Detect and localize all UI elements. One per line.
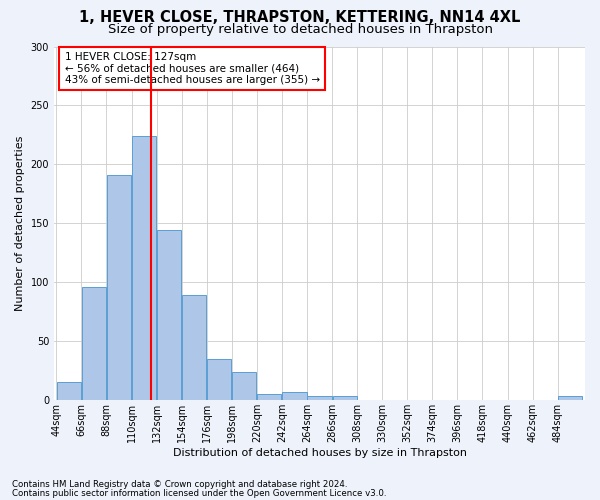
X-axis label: Distribution of detached houses by size in Thrapston: Distribution of detached houses by size … bbox=[173, 448, 467, 458]
Bar bbox=[257, 394, 281, 400]
Text: Contains public sector information licensed under the Open Government Licence v3: Contains public sector information licen… bbox=[12, 488, 386, 498]
Bar bbox=[157, 230, 181, 400]
Bar bbox=[332, 396, 356, 400]
Text: 1 HEVER CLOSE: 127sqm
← 56% of detached houses are smaller (464)
43% of semi-det: 1 HEVER CLOSE: 127sqm ← 56% of detached … bbox=[65, 52, 320, 85]
Bar bbox=[283, 392, 307, 400]
Bar bbox=[307, 396, 332, 400]
Bar bbox=[182, 295, 206, 400]
Bar bbox=[132, 136, 156, 400]
Text: 1, HEVER CLOSE, THRAPSTON, KETTERING, NN14 4XL: 1, HEVER CLOSE, THRAPSTON, KETTERING, NN… bbox=[79, 10, 521, 25]
Text: Contains HM Land Registry data © Crown copyright and database right 2024.: Contains HM Land Registry data © Crown c… bbox=[12, 480, 347, 489]
Bar bbox=[207, 358, 232, 400]
Bar bbox=[232, 372, 256, 400]
Bar bbox=[558, 396, 582, 400]
Bar bbox=[82, 286, 106, 400]
Bar bbox=[57, 382, 81, 400]
Bar bbox=[107, 175, 131, 400]
Y-axis label: Number of detached properties: Number of detached properties bbox=[15, 136, 25, 311]
Text: Size of property relative to detached houses in Thrapston: Size of property relative to detached ho… bbox=[107, 22, 493, 36]
